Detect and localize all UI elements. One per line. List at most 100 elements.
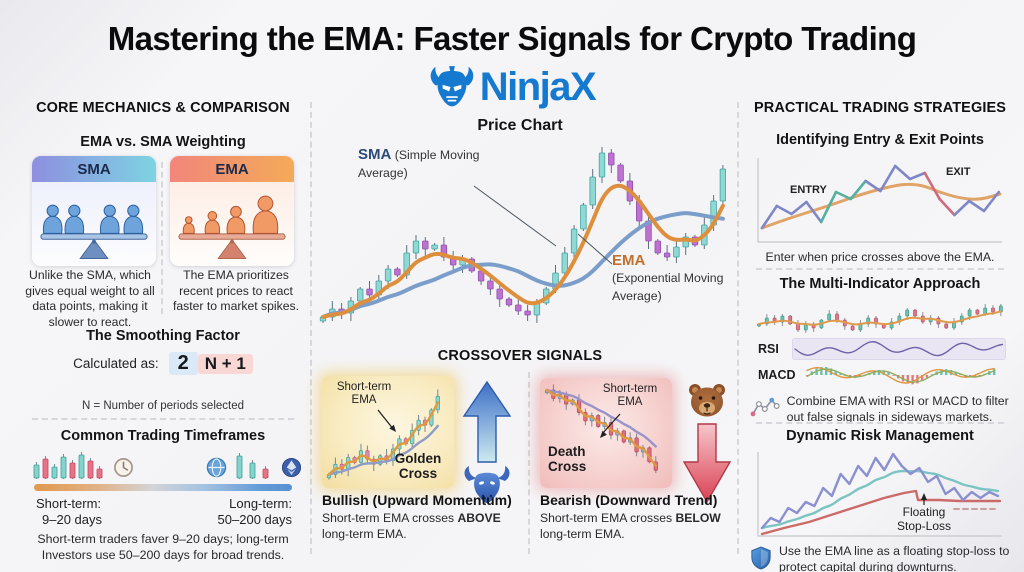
ema-description: The EMA prioritizes recent prices to rea…: [173, 268, 299, 314]
multi-indicator-caption-row: Combine EMA with RSI or MACD to filter o…: [750, 394, 1012, 426]
rsi-line-chart: [794, 341, 1004, 357]
golden-cross-panel: Short-term EMA Golden Cross: [322, 376, 454, 488]
timeframes-title: Common Trading Timeframes: [60, 428, 266, 444]
bull-icon: [464, 466, 510, 503]
crossover-header: CROSSOVER SIGNALS: [437, 348, 603, 364]
golden-cross-chart: [326, 389, 440, 480]
death-cross-label: Death Cross: [548, 443, 587, 474]
ema-label-rest: (Exponential Moving Average): [612, 271, 724, 303]
divider: [756, 422, 1004, 424]
core-mechanics-section: CORE MECHANICS & COMPARISON EMA vs. SMA …: [18, 100, 308, 570]
brand-name: NinjaX: [479, 64, 597, 109]
entry-label: ENTRY: [790, 184, 827, 196]
ethereum-coin-icon: [281, 457, 302, 477]
bullish-desc-bold: ABOVE: [457, 511, 501, 525]
main-price-chart: [319, 147, 726, 323]
ema-label-bold: EMA: [612, 252, 646, 269]
weighted-scale-illustration: [178, 195, 286, 259]
sma-card-body: [32, 182, 156, 266]
candlestick-icon: [236, 453, 269, 479]
ema-card-header: EMA: [170, 156, 294, 182]
short-term-value: 9–20 days: [42, 512, 102, 528]
sma-label-rest: (Simple Moving Average): [358, 148, 480, 180]
trading-strategies-section: PRACTICAL TRADING STRATEGIES Identifying…: [744, 100, 1016, 572]
rsi-label: RSI: [758, 342, 779, 356]
death-cross-panel: Short-term EMA Death Cross: [540, 378, 672, 488]
left-column-header: CORE MECHANICS & COMPARISON: [36, 100, 290, 116]
bearish-desc-bold: BELOW: [675, 511, 721, 525]
ema-card-body: [170, 182, 294, 266]
timeframes-caption: Short-term traders faver 9–20 days; long…: [37, 532, 289, 562]
bearish-title: Bearish (Downward Trend): [540, 492, 718, 508]
weighting-title: EMA vs. SMA Weighting: [80, 134, 246, 150]
golden-cross-label: Golden Cross: [394, 450, 442, 481]
divider: [310, 102, 312, 554]
down-arrow-icon: [682, 384, 732, 504]
entry-exit-chart-wrap: ENTRY EXIT: [754, 154, 1006, 246]
bearish-desc-post: long-term EMA.: [540, 526, 625, 541]
bearish-desc-pre: Short-term EMA crosses: [540, 511, 676, 525]
stop-loss-annotation: Floating Stop-Loss: [884, 505, 964, 534]
sma-line-label: SMA (Simple Moving Average): [358, 146, 516, 182]
divider: [32, 418, 294, 420]
divider: [756, 268, 1004, 270]
price-chart-title: Price Chart: [477, 117, 563, 134]
multi-indicator-caption: Combine EMA with RSI or MACD to filter o…: [786, 394, 1009, 424]
line-chart-icon: [750, 397, 780, 417]
formula-label: Calculated as:: [73, 356, 159, 371]
risk-caption: Use the EMA line as a floating stop-loss…: [779, 544, 1010, 572]
brand-logo: NinjaX: [0, 64, 1024, 110]
equal-weight-scale-illustration: [40, 204, 148, 259]
long-term-value: 50–200 days: [217, 512, 292, 528]
bearish-description: Short-term EMA crosses BELOW long-term E…: [540, 511, 745, 543]
divider: [161, 162, 163, 314]
multi-indicator-title: The Multi-Indicator Approach: [779, 276, 981, 292]
sma-description: Unlike the SMA, which gives equal weight…: [25, 268, 155, 329]
sma-card-header: SMA: [32, 156, 156, 182]
divider: [528, 372, 530, 554]
long-term-icons: [206, 452, 302, 482]
stop-loss-line2: Stop-Loss: [896, 518, 952, 533]
short-term-label: Short-term: 9–20 days: [36, 496, 102, 529]
stop-loss-line1: Floating: [902, 505, 946, 519]
formula-note: N = Number of periods selected: [81, 400, 245, 412]
risk-management-chart: [757, 452, 1002, 537]
card-descriptions: Unlike the SMA, which gives equal weight…: [18, 268, 308, 330]
candlestick-icon: [33, 452, 103, 479]
ninja-helmet-icon: [430, 66, 474, 107]
entry-exit-caption: Enter when price crosses above the EMA.: [765, 250, 995, 264]
risk-caption-row: Use the EMA line as a floating stop-loss…: [750, 544, 1012, 572]
right-column-header: PRACTICAL TRADING STRATEGIES: [754, 100, 1006, 116]
macd-chart: [805, 366, 996, 385]
multi-indicator-price-chart: [757, 304, 1003, 333]
entry-exit-title: Identifying Entry & Exit Points: [776, 132, 984, 148]
fraction-numerator: 2: [168, 352, 198, 375]
short-term-title: Short-term:: [36, 496, 102, 511]
fraction-denominator: N + 1: [197, 354, 253, 374]
short-term-icons: [30, 452, 134, 482]
divider: [737, 102, 739, 554]
golden-annotation: Short-term EMA: [336, 381, 392, 407]
death-annotation: Short-term EMA: [602, 383, 658, 409]
smoothing-title: The Smoothing Factor: [86, 328, 240, 344]
sma-card: SMA: [32, 156, 156, 266]
ema-line-label: EMA (Exponential Moving Average): [612, 252, 744, 305]
bullish-desc-pre: Short-term EMA crosses: [322, 511, 458, 525]
coin-icon: [206, 457, 227, 477]
up-arrow-icon: [462, 380, 512, 503]
page-title: Mastering the EMA: Faster Signals for Cr…: [107, 20, 917, 57]
ema-card: EMA: [170, 156, 294, 266]
shield-icon: [751, 546, 771, 570]
long-term-label: Long-term: 50–200 days: [218, 496, 292, 529]
comparison-cards: SMA EMA: [18, 156, 308, 266]
bullish-title: Bullish (Upward Momentum): [322, 492, 512, 508]
bullish-description: Short-term EMA crosses ABOVE long-term E…: [322, 511, 522, 543]
risk-title: Dynamic Risk Management: [786, 428, 974, 444]
bear-icon: [689, 384, 725, 417]
rsi-band: [792, 338, 1006, 360]
entry-exit-chart: [757, 158, 1002, 243]
risk-chart-wrap: Floating Stop-Loss: [754, 448, 1006, 540]
